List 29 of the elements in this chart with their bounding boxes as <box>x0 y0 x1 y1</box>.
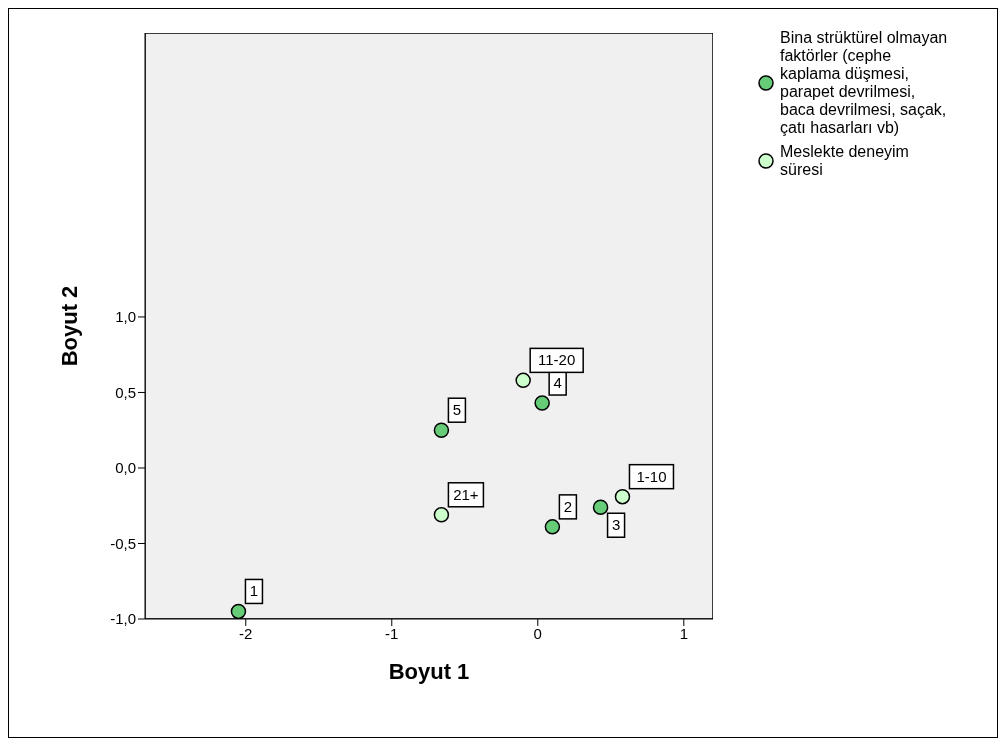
annotation: 11-20 <box>538 351 576 369</box>
y-axis-title: Boyut 2 <box>56 285 82 367</box>
annotation: 1-10 <box>636 467 667 485</box>
annotation: 21+ <box>453 485 479 503</box>
annotation: 3 <box>611 516 621 534</box>
x-tick-label: 1 <box>679 624 688 642</box>
legend-label: Meslekte deneyim süresi <box>780 143 910 179</box>
y-tick-label: 0,0 <box>115 459 136 477</box>
point <box>230 603 247 619</box>
legend-label: Bina strüktürel olmayan faktörler (cephe kaplama düşmesi, parapet devrilmesi, baca devrilmesi, saçak, çatı hasarları vb) <box>780 29 948 137</box>
x-tick-label: -2 <box>239 624 253 642</box>
annotation: 2 <box>563 497 573 515</box>
annotation: 1 <box>249 582 259 600</box>
y-tick-label: 0,5 <box>115 383 136 401</box>
point <box>433 507 450 523</box>
point <box>433 422 450 438</box>
x-tick-label: 0 <box>533 624 542 642</box>
point <box>592 499 609 515</box>
point <box>515 372 531 389</box>
x-tick-label: -1 <box>385 624 399 642</box>
point <box>534 395 550 411</box>
x-axis-title: Boyut 1 <box>388 659 470 684</box>
annotation: 5 <box>452 401 462 419</box>
annotation: 4 <box>553 374 562 392</box>
y-tick-label: -1,0 <box>110 610 136 628</box>
point <box>614 488 631 505</box>
y-tick-label: 1,0 <box>115 308 136 326</box>
y-tick-label: -0,5 <box>110 534 136 552</box>
point <box>544 519 561 535</box>
